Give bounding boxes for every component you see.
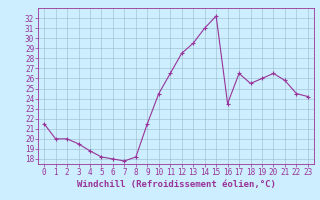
X-axis label: Windchill (Refroidissement éolien,°C): Windchill (Refroidissement éolien,°C) — [76, 180, 276, 189]
